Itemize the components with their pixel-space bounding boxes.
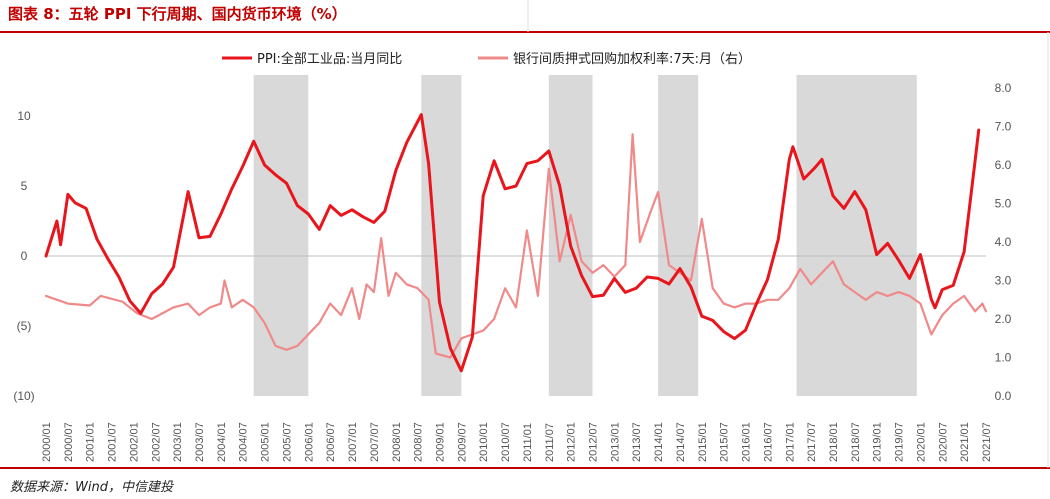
- legend: PPI:全部工业品:当月同比 银行间质押式回购加权利率:7天:月（右）: [222, 51, 751, 67]
- x-tick-label-42: 2021/01: [959, 422, 971, 462]
- x-tick-label-36: 2018/01: [828, 422, 840, 462]
- x-tick-label-1: 2000/07: [63, 422, 75, 462]
- x-tick-label-34: 2017/01: [784, 422, 796, 462]
- x-tick-label-14: 2007/01: [347, 422, 359, 462]
- x-tick-label-19: 2009/07: [456, 422, 468, 462]
- x-tick-label-8: 2004/01: [216, 422, 228, 462]
- right-tick-label-5: 3.0: [995, 274, 1012, 288]
- right-tick-label-0: 8.0: [995, 81, 1012, 95]
- series-line-ppi: [44, 113, 981, 373]
- x-tick-label-18: 2009/01: [434, 422, 446, 462]
- shaded-period-2: [548, 75, 593, 396]
- right-tick-label-4: 4.0: [995, 235, 1012, 249]
- x-axis: 2000/01 2000/07 2001/01 2001/07 2002/01 2002/…: [41, 422, 993, 462]
- x-tick-label-40: 2020/01: [915, 422, 927, 462]
- shaded-period-4: [796, 75, 917, 396]
- legend-label-ppi: PPI:全部工业品:当月同比: [257, 51, 402, 67]
- x-tick-label-23: 2011/07: [544, 423, 556, 462]
- x-tick-label-21: 2010/07: [500, 422, 512, 462]
- right-tick-label-8: 0.0: [995, 389, 1012, 403]
- x-tick-label-35: 2017/07: [806, 422, 818, 462]
- x-tick-label-4: 2002/01: [128, 422, 140, 462]
- x-tick-label-33: 2016/07: [762, 422, 774, 462]
- legend-label-rate: 银行间质押式回购加权利率:7天:月（右）: [513, 51, 751, 67]
- x-tick-label-0: 2000/01: [41, 422, 53, 462]
- x-tick-label-39: 2019/07: [894, 422, 906, 462]
- left-tick-label-4: (10): [13, 389, 34, 403]
- series-layer: [44, 113, 988, 373]
- x-tick-label-31: 2015/07: [719, 422, 731, 462]
- x-tick-label-25: 2012/07: [588, 422, 600, 462]
- x-tick-label-24: 2012/01: [566, 422, 578, 462]
- x-tick-label-29: 2014/07: [675, 422, 687, 462]
- x-tick-label-37: 2018/07: [850, 422, 862, 462]
- x-tick-label-11: 2005/07: [281, 422, 293, 462]
- x-tick-label-12: 2006/01: [303, 422, 315, 462]
- x-tick-label-10: 2005/01: [260, 422, 272, 462]
- x-tick-label-17: 2008/07: [413, 422, 425, 462]
- x-tick-label-43: 2021/07: [981, 422, 993, 462]
- right-tick-label-1: 7.0: [995, 120, 1012, 134]
- right-tick-label-3: 5.0: [995, 197, 1012, 211]
- right-tick-label-2: 6.0: [995, 158, 1012, 172]
- x-tick-label-28: 2014/01: [653, 422, 665, 462]
- x-tick-label-15: 2007/07: [369, 422, 381, 462]
- x-tick-label-32: 2016/01: [741, 422, 753, 462]
- left-tick-label-0: 10: [17, 109, 31, 123]
- left-axis: 10 5 0 (5) (10): [13, 109, 34, 403]
- shaded-period-1: [421, 75, 462, 396]
- left-tick-label-1: 5: [21, 179, 28, 193]
- x-tick-label-27: 2013/07: [631, 422, 643, 462]
- x-tick-label-38: 2019/01: [872, 422, 884, 462]
- right-tick-label-7: 1.0: [995, 351, 1012, 365]
- x-tick-label-26: 2013/01: [609, 422, 621, 462]
- left-tick-label-3: (5): [17, 319, 32, 333]
- x-tick-label-13: 2006/07: [325, 422, 337, 462]
- right-tick-label-6: 2.0: [995, 312, 1012, 326]
- source-note: 数据来源：Wind，中信建投: [10, 480, 173, 495]
- x-tick-label-16: 2008/01: [391, 422, 403, 462]
- x-tick-label-2: 2001/01: [85, 422, 97, 462]
- left-tick-label-2: 0: [21, 249, 28, 263]
- x-tick-label-6: 2003/01: [172, 422, 184, 462]
- x-tick-label-22: 2011/01: [522, 423, 534, 462]
- chart-title: 图表 8：五轮 PPI 下行周期、国内货币环境（%）: [8, 5, 347, 23]
- x-tick-label-3: 2001/07: [107, 422, 119, 462]
- x-tick-label-41: 2020/07: [937, 422, 949, 462]
- x-tick-label-30: 2015/01: [697, 422, 709, 462]
- series-line-rate: [44, 133, 988, 359]
- right-axis: 8.0 7.0 6.0 5.0 4.0 3.0 2.0 1.0 0.0: [995, 81, 1012, 403]
- shaded-periods: [253, 75, 917, 396]
- x-tick-label-9: 2004/07: [238, 422, 250, 462]
- x-tick-label-20: 2010/01: [478, 422, 490, 462]
- x-tick-label-7: 2003/07: [194, 422, 206, 462]
- x-tick-label-5: 2002/07: [150, 422, 162, 462]
